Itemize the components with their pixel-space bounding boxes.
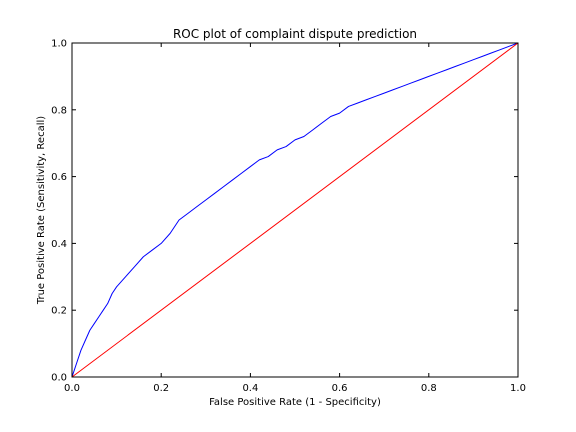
y-tick-label: 0.8 — [51, 105, 67, 116]
plot-area — [71, 42, 519, 378]
y-tick-label: 0.6 — [51, 172, 67, 183]
y-tick-label: 0.0 — [51, 373, 67, 384]
x-tick-label: 0.0 — [64, 383, 80, 394]
x-tick-label: 0.4 — [242, 383, 258, 394]
plot-frame — [71, 42, 519, 378]
x-axis-title: False Positive Rate (1 - Specificity) — [209, 397, 381, 408]
diagonal-reference-line — [71, 42, 519, 378]
x-tick-label: 1.0 — [510, 383, 526, 394]
x-tick-label: 0.8 — [421, 383, 437, 394]
y-axis-title: True Positive Rate (Sensitivity, Recall) — [36, 116, 47, 305]
x-tick-label: 0.2 — [153, 383, 169, 394]
y-tick-label: 0.4 — [51, 239, 67, 250]
y-tick-label: 1.0 — [51, 39, 67, 50]
chart-title: ROC plot of complaint dispute prediction — [173, 27, 417, 41]
x-tick-label: 0.6 — [332, 383, 348, 394]
y-tick-label: 0.2 — [51, 306, 67, 317]
roc-curve-line — [71, 42, 519, 378]
axis-ticks: 0.0 0.2 0.4 0.6 0.8 1.0 0.0 0.2 0.4 0.6 0.8 1.0 — [51, 39, 526, 395]
